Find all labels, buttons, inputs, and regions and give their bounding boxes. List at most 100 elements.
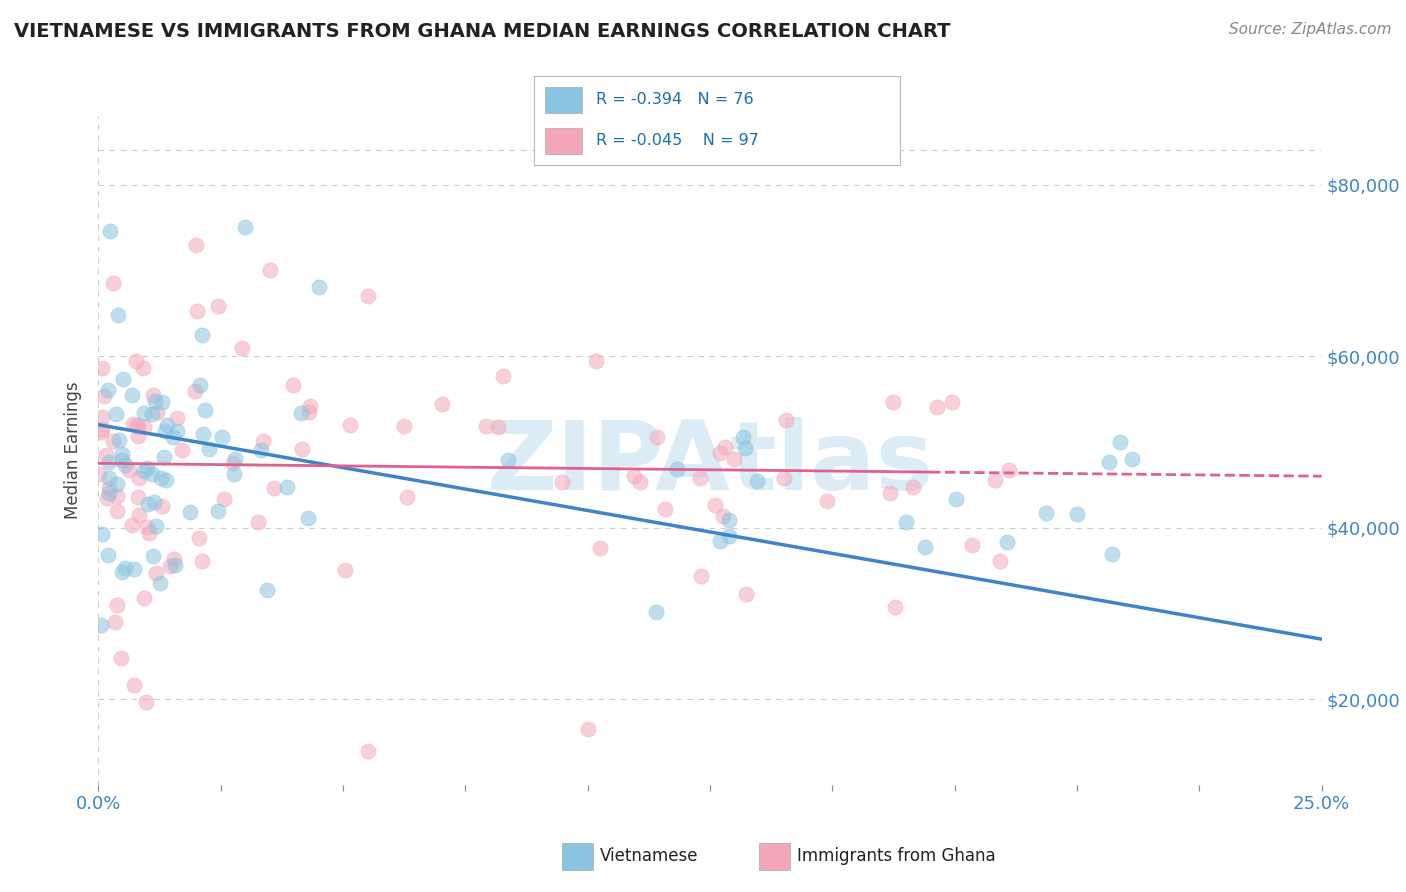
Point xyxy=(152,450,174,464)
Point xyxy=(108,433,131,447)
Point xyxy=(207,299,229,313)
Point xyxy=(104,407,127,421)
Point xyxy=(283,378,305,392)
Text: Vietnamese: Vietnamese xyxy=(600,847,699,865)
Point xyxy=(145,566,167,581)
Point xyxy=(589,541,612,555)
Point xyxy=(97,485,120,500)
Text: R = -0.045    N = 97: R = -0.045 N = 97 xyxy=(596,134,759,148)
Point xyxy=(132,591,155,605)
Point xyxy=(224,451,246,466)
Point xyxy=(731,430,754,444)
Point xyxy=(149,575,172,590)
Point xyxy=(142,549,165,563)
Point xyxy=(474,419,496,434)
Point xyxy=(709,533,731,548)
Point xyxy=(117,463,139,477)
Point xyxy=(654,502,676,516)
Point xyxy=(723,451,745,466)
Point xyxy=(1109,434,1132,449)
Point xyxy=(339,417,361,432)
Point xyxy=(125,354,148,368)
Point xyxy=(105,504,128,518)
Text: Source: ZipAtlas.com: Source: ZipAtlas.com xyxy=(1229,22,1392,37)
Point xyxy=(136,497,159,511)
Point xyxy=(121,387,143,401)
Bar xyxy=(546,87,582,113)
Point xyxy=(333,563,356,577)
Point xyxy=(998,463,1021,477)
Point xyxy=(142,388,165,402)
Point xyxy=(884,600,907,615)
Point xyxy=(214,491,236,506)
Point xyxy=(91,410,114,425)
Point xyxy=(186,303,208,318)
Point xyxy=(231,341,253,355)
Point xyxy=(988,554,1011,568)
Point xyxy=(392,419,415,434)
Point xyxy=(297,510,319,524)
Point xyxy=(252,434,274,448)
Point xyxy=(576,723,599,737)
Point xyxy=(644,605,666,619)
Point xyxy=(690,568,713,582)
Point xyxy=(894,516,917,530)
Point xyxy=(136,520,159,534)
Point xyxy=(914,541,936,555)
Point xyxy=(356,289,378,303)
Text: VIETNAMESE VS IMMIGRANTS FROM GHANA MEDIAN EARNINGS CORRELATION CHART: VIETNAMESE VS IMMIGRANTS FROM GHANA MEDI… xyxy=(14,22,950,41)
Point xyxy=(709,446,731,460)
Point xyxy=(250,443,273,458)
Text: R = -0.394   N = 76: R = -0.394 N = 76 xyxy=(596,93,754,107)
Point xyxy=(90,618,112,632)
Point xyxy=(645,430,668,444)
Point xyxy=(1035,506,1057,520)
Point xyxy=(211,429,233,443)
Point xyxy=(775,413,797,427)
Point xyxy=(628,475,651,490)
Point xyxy=(97,383,120,397)
Point xyxy=(233,220,256,235)
Point xyxy=(159,559,181,574)
Point xyxy=(107,598,129,612)
Point xyxy=(98,471,121,485)
Text: Immigrants from Ghana: Immigrants from Ghana xyxy=(797,847,995,865)
Point xyxy=(97,548,120,562)
Point xyxy=(585,354,607,368)
Point xyxy=(496,452,519,467)
Point xyxy=(882,395,904,409)
Point xyxy=(163,551,186,566)
Point xyxy=(1121,451,1143,466)
Point xyxy=(93,389,115,403)
Point xyxy=(135,695,157,709)
Point xyxy=(89,425,111,440)
Point xyxy=(90,527,112,541)
Point xyxy=(298,405,321,419)
Point xyxy=(207,504,229,518)
Point xyxy=(166,424,188,438)
Point xyxy=(551,475,574,490)
Point xyxy=(186,237,208,252)
Point xyxy=(734,441,756,455)
Point xyxy=(146,405,169,419)
Point xyxy=(127,429,149,443)
Point xyxy=(103,434,125,448)
Point xyxy=(121,518,143,533)
Point xyxy=(190,378,212,392)
Point xyxy=(718,513,741,527)
Point xyxy=(132,406,155,420)
Point xyxy=(395,490,418,504)
Point xyxy=(430,396,453,410)
Point xyxy=(962,538,984,552)
Point xyxy=(356,744,378,758)
Point xyxy=(259,263,281,277)
Point xyxy=(941,395,963,409)
Point xyxy=(98,224,121,238)
Point xyxy=(142,494,165,508)
Point xyxy=(492,368,515,383)
Point xyxy=(128,508,150,522)
Point xyxy=(127,491,149,505)
Point xyxy=(111,565,134,579)
Point xyxy=(714,440,737,454)
Point xyxy=(111,447,134,461)
